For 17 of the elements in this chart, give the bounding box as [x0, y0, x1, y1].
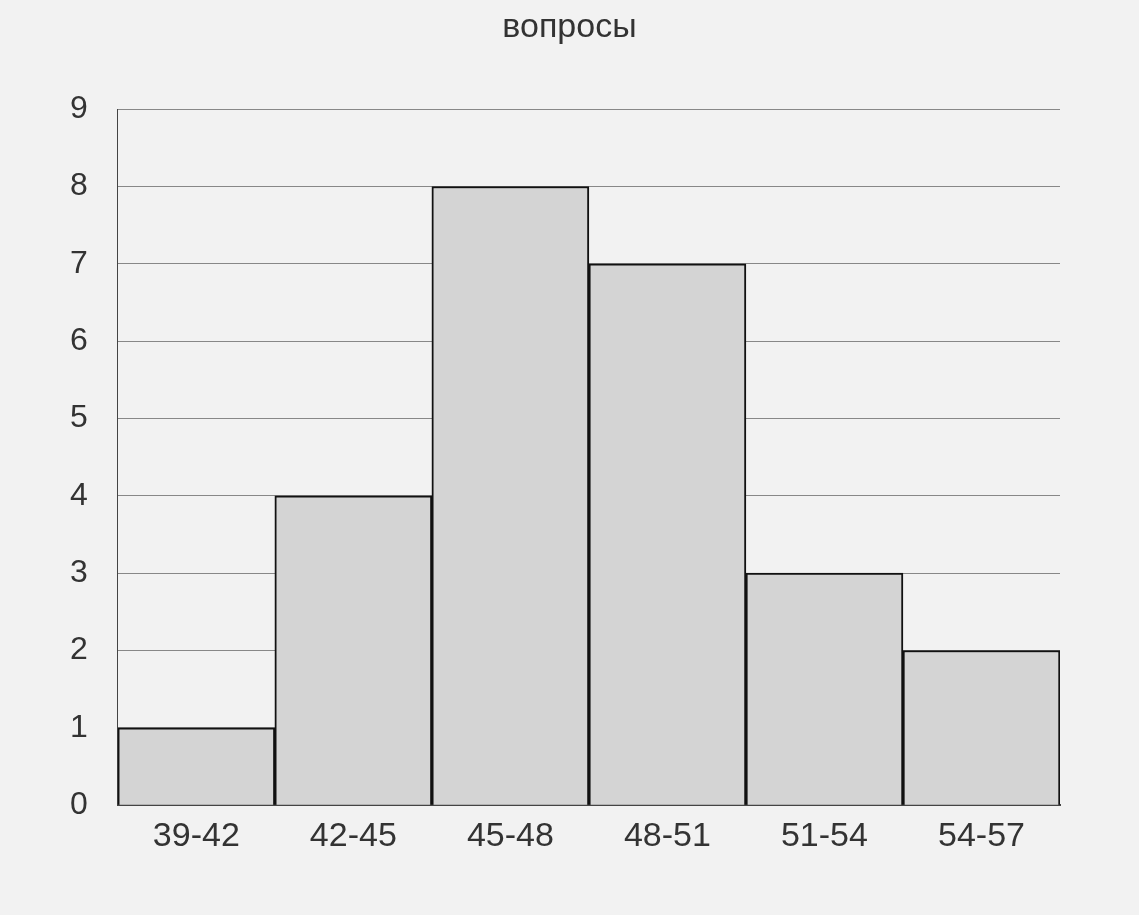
- x-tick-label: 39-42: [152, 814, 240, 853]
- y-tick-label: 6: [70, 321, 88, 358]
- x-tick-label: 48-51: [623, 814, 711, 853]
- y-tick-label: 8: [70, 166, 88, 203]
- y-tick-label: 5: [70, 398, 88, 435]
- y-tick-label: 3: [70, 553, 88, 590]
- y-tick-label: 0: [70, 785, 88, 822]
- y-tick-label: 1: [70, 707, 88, 744]
- y-tick-label: 7: [70, 243, 88, 280]
- y-tick-label: 9: [70, 89, 88, 126]
- x-tick-label: 45-48: [466, 814, 554, 853]
- y-tick-label: 4: [70, 475, 88, 512]
- y-tick-label: 2: [70, 630, 88, 667]
- chart-title: вопросы: [501, 5, 638, 46]
- x-tick-label: 51-54: [780, 814, 868, 853]
- x-tick-label: 42-45: [309, 814, 397, 853]
- x-tick-label: 54-57: [938, 814, 1025, 853]
